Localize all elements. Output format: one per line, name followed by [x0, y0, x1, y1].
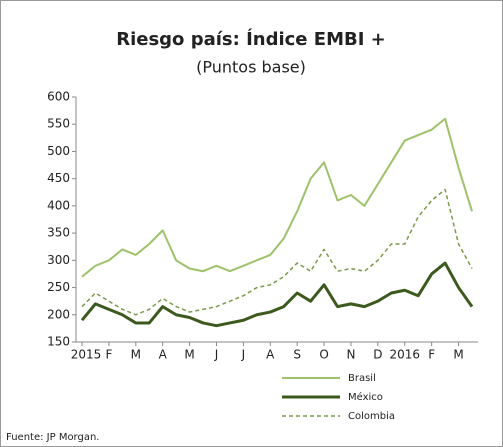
- y-tick-label: 350: [47, 226, 70, 240]
- y-tick-label: 300: [47, 253, 70, 267]
- x-tick-label: M: [453, 348, 463, 362]
- y-tick-label: 500: [47, 144, 70, 158]
- x-tick-label: 2016: [389, 348, 420, 362]
- x-tick-label: M: [131, 348, 141, 362]
- chart-subtitle: (Puntos base): [196, 58, 306, 77]
- source-note: Fuente: JP Morgan.: [6, 432, 100, 443]
- y-tick-label: 400: [47, 198, 70, 212]
- x-tick-label: 2015: [71, 348, 102, 362]
- x-tick-label: J: [241, 348, 246, 362]
- x-tick-label: A: [266, 348, 275, 362]
- x-tick-label: S: [293, 348, 301, 362]
- x-tick-label: A: [159, 348, 168, 362]
- x-tick-label: N: [346, 348, 355, 362]
- legend-label: Colombia: [348, 411, 395, 422]
- legend-label: México: [348, 391, 383, 403]
- x-tick-label: F: [428, 348, 435, 362]
- line-series: [81, 188, 473, 316]
- line-series: [80, 261, 474, 328]
- x-tick-label: O: [319, 348, 328, 362]
- y-tick-label: 550: [47, 117, 70, 131]
- x-tick-label: J: [214, 348, 219, 362]
- chart-title: Riesgo país: Índice EMBI +: [116, 28, 386, 50]
- y-tick-label: 200: [47, 307, 70, 321]
- y-tick-label: 450: [47, 171, 70, 185]
- y-tick-label: 600: [47, 90, 70, 104]
- x-tick-label: M: [184, 348, 194, 362]
- legend-label: Brasil: [348, 373, 376, 384]
- y-tick-label: 150: [47, 335, 70, 349]
- y-tick-label: 250: [47, 280, 70, 294]
- x-tick-label: D: [373, 348, 382, 362]
- x-tick-label: F: [105, 348, 112, 362]
- line-series: [81, 117, 473, 278]
